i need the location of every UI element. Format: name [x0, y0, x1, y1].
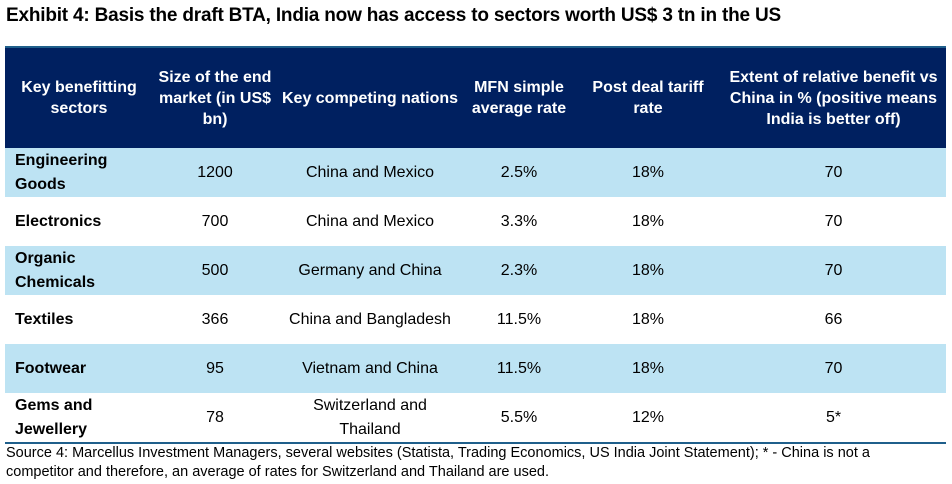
- table-cell: 3.3%: [500, 212, 538, 230]
- sector-name-cell: Textiles: [15, 310, 74, 328]
- table-cell: 18%: [631, 212, 665, 230]
- table-cell: 1200: [153, 148, 277, 197]
- table-cell: China and Mexico: [277, 148, 463, 197]
- table-cell: 5.5%: [500, 408, 538, 426]
- table-cell: Germany and China: [277, 246, 463, 295]
- table-cell: 366: [201, 310, 229, 328]
- sector-name-cell: Electronics: [15, 212, 102, 230]
- table-cell: 18%: [575, 148, 721, 197]
- table-cell: Switzerland and Thailand: [313, 396, 427, 438]
- table-cell: 18%: [631, 310, 665, 328]
- table-cell: 700: [201, 212, 229, 230]
- table-cell: 70: [721, 148, 946, 197]
- table-cell: 66: [824, 310, 843, 328]
- table-cell: 78: [206, 408, 224, 426]
- sector-name-cell: Engineering Goods: [5, 148, 153, 197]
- sector-name-cell: Footwear: [5, 344, 153, 393]
- column-header: MFN simple average rate: [463, 47, 575, 148]
- table-cell: 2.5%: [463, 148, 575, 197]
- table-cell: 11.5%: [496, 310, 542, 328]
- column-header: Size of the end market (in US$ bn): [153, 47, 277, 148]
- source-note: Source 4: Marcellus Investment Managers,…: [6, 445, 870, 480]
- table-row: Footwear 95 Vietnam and China 11.5% 18% 70: [5, 344, 946, 393]
- table-row: Textiles 366 China and Bangladesh 11.5% 18% 6…: [5, 295, 946, 344]
- table-row: Gems and Jewellery 78 Switzerland and Thai…: [5, 393, 946, 443]
- table-row: Electronics 700 China and Mexico 3.3% 18% 70: [5, 197, 946, 246]
- table-cell: 70: [721, 246, 946, 295]
- column-header: Post deal tariff rate: [575, 47, 721, 148]
- table-cell: 11.5%: [463, 344, 575, 393]
- sector-table: Key benefitting sectors Size of the end m…: [5, 46, 946, 444]
- table-cell: 12%: [631, 408, 665, 426]
- sector-name-cell: Organic Chemicals: [5, 246, 153, 295]
- exhibit-title: Exhibit 4: Basis the draft BTA, India no…: [6, 5, 781, 26]
- table-cell: China and Bangladesh: [289, 310, 451, 328]
- table-cell: 5*: [825, 408, 842, 426]
- table-row: Engineering Goods 1200 China and Mexico 2.5…: [5, 148, 946, 197]
- table-row: Organic Chemicals 500 Germany and China 2.3…: [5, 246, 946, 295]
- table-cell: 70: [824, 212, 843, 230]
- table-cell: 70: [721, 344, 946, 393]
- column-header: Extent of relative benefit vs China in %…: [721, 47, 946, 148]
- table-cell: Vietnam and China: [277, 344, 463, 393]
- table-cell: China and Mexico: [305, 212, 435, 230]
- sector-name-cell: Gems and Jewellery: [15, 396, 93, 438]
- table-cell: 18%: [575, 344, 721, 393]
- column-header: Key competing nations: [277, 47, 463, 148]
- table-cell: 18%: [575, 246, 721, 295]
- table-cell: 2.3%: [463, 246, 575, 295]
- table-cell: 95: [153, 344, 277, 393]
- table-header-row: Key benefitting sectors Size of the end m…: [5, 47, 946, 148]
- column-header: Key benefitting sectors: [5, 47, 153, 148]
- table-cell: 500: [153, 246, 277, 295]
